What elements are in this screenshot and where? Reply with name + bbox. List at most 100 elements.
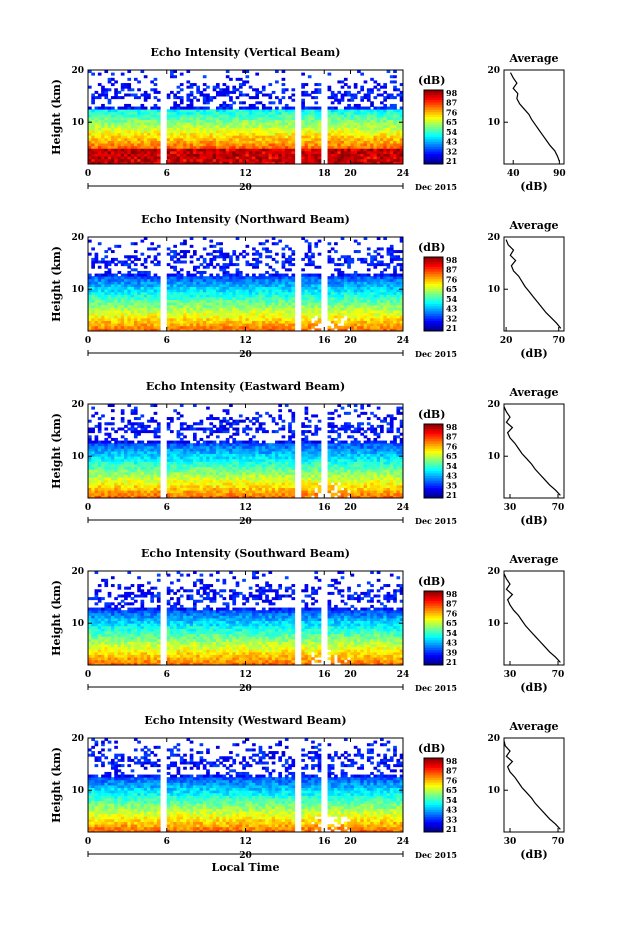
heatmap-cell — [366, 143, 371, 147]
heatmap-cell — [389, 122, 394, 126]
heatmap-cell — [343, 328, 348, 332]
heatmap-cell — [206, 252, 210, 256]
heatmap-cell — [114, 117, 118, 121]
heatmap-cell — [350, 148, 355, 152]
heatmap-cell — [153, 294, 158, 298]
heatmap-cell — [117, 109, 122, 113]
heatmap-cell — [311, 325, 315, 329]
heatmap-cell — [104, 278, 109, 282]
heatmap-cell — [179, 143, 184, 147]
heatmap-cell — [248, 281, 253, 285]
heatmap-cell — [291, 106, 296, 110]
heatmap-cell — [370, 103, 374, 107]
heatmap-cell — [386, 317, 391, 321]
heatmap-cell — [186, 80, 191, 84]
heatmap-cell — [156, 490, 161, 494]
heatmap-cell — [337, 278, 342, 282]
heatmap-cell — [334, 117, 338, 121]
heatmap-cell — [343, 260, 348, 264]
heatmap-cell — [281, 127, 286, 131]
heatmap-cell — [343, 150, 348, 154]
heatmap-cell — [229, 260, 233, 264]
heatmap-cell — [206, 117, 210, 121]
heatmap-cell — [117, 130, 122, 134]
heatmap-cell — [242, 312, 246, 316]
heatmap-cell — [271, 276, 276, 280]
heatmap-cell — [137, 88, 141, 92]
heatmap-cell — [107, 111, 112, 115]
heatmap-cell — [238, 304, 243, 308]
heatmap-cell — [380, 161, 384, 165]
heatmap-cell — [373, 304, 378, 308]
heatmap-cell — [88, 114, 92, 118]
heatmap-cell — [399, 239, 404, 243]
heatmap-cell — [307, 124, 312, 128]
heatmap-cell — [88, 137, 92, 141]
heatmap-cell — [314, 145, 319, 149]
heatmap-cell — [314, 294, 319, 298]
heatmap-cell — [258, 140, 263, 144]
heatmap-cell — [153, 137, 158, 141]
heatmap-cell — [340, 270, 345, 274]
heatmap-cell — [304, 124, 309, 128]
heatmap-cell — [189, 119, 194, 123]
heatmap-cell — [179, 307, 184, 311]
heatmap-cell — [104, 143, 109, 147]
heatmap-cell — [353, 148, 358, 152]
heatmap-cell — [350, 153, 355, 157]
heatmap-cell — [373, 119, 378, 123]
colorbar-swatch — [424, 149, 443, 153]
heatmap-cell — [137, 122, 141, 126]
heatmap-cell — [104, 161, 109, 165]
heatmap-cell — [94, 276, 99, 280]
heatmap-cell — [334, 148, 338, 152]
heatmap-cell — [88, 323, 92, 327]
heatmap-cell — [88, 158, 92, 162]
heatmap-cell — [301, 124, 305, 128]
heatmap-cell — [156, 150, 161, 154]
heatmap-cell — [340, 315, 345, 319]
heatmap-cell — [124, 278, 128, 282]
heatmap-cell — [104, 127, 109, 131]
heatmap-cell — [393, 150, 397, 154]
heatmap-cell — [137, 297, 141, 301]
heatmap-cell — [133, 127, 138, 131]
heatmap-cell — [189, 286, 194, 290]
heatmap-cell — [245, 156, 250, 160]
heatmap-cell — [127, 117, 132, 121]
heatmap-cell — [376, 135, 381, 139]
heatmap-cell — [357, 495, 361, 499]
heatmap-cell — [91, 111, 95, 115]
heatmap-cell — [278, 239, 282, 243]
heatmap-cell — [124, 109, 128, 113]
heatmap-cell — [245, 273, 250, 277]
heatmap-cell — [396, 315, 401, 319]
heatmap-cell — [222, 286, 227, 290]
heatmap-cell — [265, 495, 269, 499]
heatmap-cell — [176, 158, 181, 162]
heatmap-cell — [291, 156, 296, 160]
heatmap-cell — [386, 117, 391, 121]
heatmap-cell — [156, 106, 161, 110]
heatmap-cell — [376, 150, 381, 154]
heatmap-cell — [268, 286, 273, 290]
heatmap-cell — [271, 132, 276, 136]
heatmap-cell — [268, 317, 273, 321]
heatmap-cell — [225, 158, 230, 162]
heatmap-cell — [179, 119, 184, 123]
heatmap-cell — [130, 161, 135, 165]
heatmap-cell — [238, 143, 243, 147]
heatmap-cell — [186, 148, 191, 152]
heatmap-cell — [337, 328, 342, 332]
heatmap-cell — [380, 119, 384, 123]
heatmap-cell — [334, 307, 338, 311]
heatmap-cell — [337, 111, 342, 115]
heatmap-cell — [255, 315, 260, 319]
heatmap-cell — [284, 276, 289, 280]
heatmap-cell — [117, 299, 122, 303]
heatmap-cell — [101, 137, 105, 141]
heatmap-cell — [91, 150, 95, 154]
heatmap-cell — [314, 122, 319, 126]
heatmap-cell — [252, 96, 256, 100]
heatmap-cell — [196, 320, 200, 324]
